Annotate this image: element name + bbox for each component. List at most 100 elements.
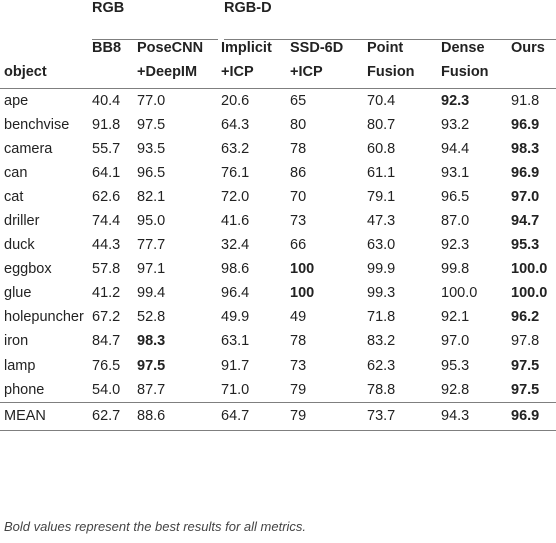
cell-bb8: 64.1 — [92, 164, 121, 181]
table-row: cat 62.6 82.1 72.0 70 79.1 96.5 97.0 — [0, 185, 556, 209]
cell-bb8: 57.8 — [92, 261, 121, 278]
cell-bb8: 67.2 — [92, 309, 121, 326]
cell-pointfusion: 63.0 — [367, 237, 396, 254]
cell-implicit: 64.7 — [221, 402, 291, 432]
table-row: eggbox 57.8 97.1 98.6 100 99.9 99.8 100.0 — [0, 258, 556, 282]
column-header-object: object — [0, 64, 92, 89]
column-header-ours: Ours — [511, 40, 545, 56]
cell-pointfusion: 79.1 — [367, 188, 396, 205]
cell-ssd: 65 — [290, 92, 307, 109]
cell-implicit: 20.6 — [221, 92, 250, 109]
cell-implicit: 49.9 — [221, 309, 250, 326]
column-header-ssd6d-sub: +ICP — [290, 64, 368, 89]
column-header-row-1: BB8 PoseCNN Implicit SSD-6D Point Dense … — [0, 40, 556, 65]
cell-object: can — [4, 164, 28, 181]
cell-object: holepuncher — [4, 309, 84, 326]
cell-densefusion: 92.1 — [441, 309, 470, 326]
table-row: can 64.1 96.5 76.1 86 61.1 93.1 96.9 — [0, 161, 556, 185]
cell-ours: 100.0 — [511, 261, 548, 278]
cell-pointfusion: 99.3 — [367, 285, 396, 302]
cell-object: ape — [4, 92, 29, 109]
cell-ours: 96.9 — [511, 402, 556, 432]
cell-bb8: 62.7 — [92, 402, 137, 432]
cell-bb8: 74.4 — [92, 213, 121, 230]
cell-implicit: 32.4 — [221, 237, 250, 254]
cell-ssd: 73 — [290, 357, 307, 374]
column-header-pointfusion-sub: Fusion — [367, 64, 442, 89]
cell-bb8: 84.7 — [92, 333, 121, 350]
cell-pointfusion: 71.8 — [367, 309, 396, 326]
cell-bb8: 91.8 — [92, 116, 121, 133]
results-table: RGB RGB-D BB8 PoseCNN Implicit SSD-6D Po… — [0, 0, 556, 432]
cell-implicit: 64.3 — [221, 116, 250, 133]
cell-object: phone — [4, 381, 45, 398]
cell-ours: 96.2 — [511, 309, 540, 326]
cell-implicit: 63.1 — [221, 333, 250, 350]
cell-posecnn: 52.8 — [137, 309, 166, 326]
cell-posecnn: 88.6 — [137, 402, 222, 432]
cell-implicit: 41.6 — [221, 213, 250, 230]
cell-densefusion: 100.0 — [441, 285, 478, 302]
column-header-ours-sub — [511, 64, 556, 89]
cell-ours: 96.9 — [511, 116, 540, 133]
cell-posecnn: 82.1 — [137, 188, 166, 205]
cell-densefusion: 93.1 — [441, 164, 470, 181]
cell-pointfusion: 61.1 — [367, 164, 396, 181]
cell-pointfusion: 60.8 — [367, 140, 396, 157]
cell-ours: 97.5 — [511, 381, 540, 398]
cell-ssd: 73 — [290, 213, 307, 230]
cell-densefusion: 97.0 — [441, 333, 470, 350]
table-row: phone 54.0 87.7 71.0 79 78.8 92.8 97.5 — [0, 378, 556, 403]
cell-ssd: 100 — [290, 261, 315, 278]
cell-ours: 97.5 — [511, 357, 540, 374]
cell-ours: 97.0 — [511, 188, 540, 205]
cell-object: MEAN — [0, 402, 92, 432]
table-row: driller 74.4 95.0 41.6 73 47.3 87.0 94.7 — [0, 209, 556, 233]
table-row: holepuncher 67.2 52.8 49.9 49 71.8 92.1 96.2 — [0, 306, 556, 330]
cell-bb8: 76.5 — [92, 357, 121, 374]
cell-posecnn: 97.1 — [137, 261, 166, 278]
cell-ours: 97.8 — [511, 333, 540, 350]
table-row: ape 40.4 77.0 20.6 65 70.4 92.3 91.8 — [0, 89, 556, 114]
cell-ssd: 80 — [290, 116, 307, 133]
table-footnote: Bold values represent the best results f… — [4, 519, 307, 534]
cell-densefusion: 96.5 — [441, 188, 470, 205]
cell-ssd: 66 — [290, 237, 307, 254]
cell-posecnn: 77.7 — [137, 237, 166, 254]
cell-ours: 96.9 — [511, 164, 540, 181]
column-header-pointfusion: Point — [367, 40, 404, 56]
table-body: ape 40.4 77.0 20.6 65 70.4 92.3 91.8 benchvise 91… — [0, 89, 556, 432]
cell-pointfusion: 80.7 — [367, 116, 396, 133]
cell-bb8: 55.7 — [92, 140, 121, 157]
cell-implicit: 96.4 — [221, 285, 250, 302]
cell-ssd: 70 — [290, 188, 307, 205]
cell-ours: 94.7 — [511, 213, 540, 230]
cell-pointfusion: 62.3 — [367, 357, 396, 374]
cell-pointfusion: 78.8 — [367, 381, 396, 398]
cell-object: benchvise — [4, 116, 70, 133]
cell-object: camera — [4, 140, 53, 157]
cell-object: glue — [4, 285, 32, 302]
column-header-implicit-sub: +ICP — [221, 64, 291, 89]
cell-ours: 100.0 — [511, 285, 548, 302]
cell-pointfusion: 83.2 — [367, 333, 396, 350]
cell-densefusion: 87.0 — [441, 213, 470, 230]
cell-densefusion: 99.8 — [441, 261, 470, 278]
cell-posecnn: 87.7 — [137, 381, 166, 398]
cell-object: cat — [4, 188, 24, 205]
group-header-empty — [0, 0, 92, 40]
group-header-rgb: RGB — [92, 0, 222, 40]
cell-densefusion: 94.3 — [441, 402, 512, 432]
column-header-implicit: Implicit — [221, 40, 272, 56]
cell-object: iron — [4, 333, 29, 350]
column-header-object-spacer — [0, 40, 92, 65]
cell-posecnn: 96.5 — [137, 164, 166, 181]
column-header-densefusion-sub: Fusion — [441, 64, 512, 89]
cell-implicit: 71.0 — [221, 381, 250, 398]
cell-pointfusion: 70.4 — [367, 92, 396, 109]
cell-ssd: 78 — [290, 333, 307, 350]
cell-posecnn: 77.0 — [137, 92, 166, 109]
cell-posecnn: 93.5 — [137, 140, 166, 157]
cell-posecnn: 98.3 — [137, 333, 166, 350]
column-header-bb8: BB8 — [92, 40, 122, 56]
